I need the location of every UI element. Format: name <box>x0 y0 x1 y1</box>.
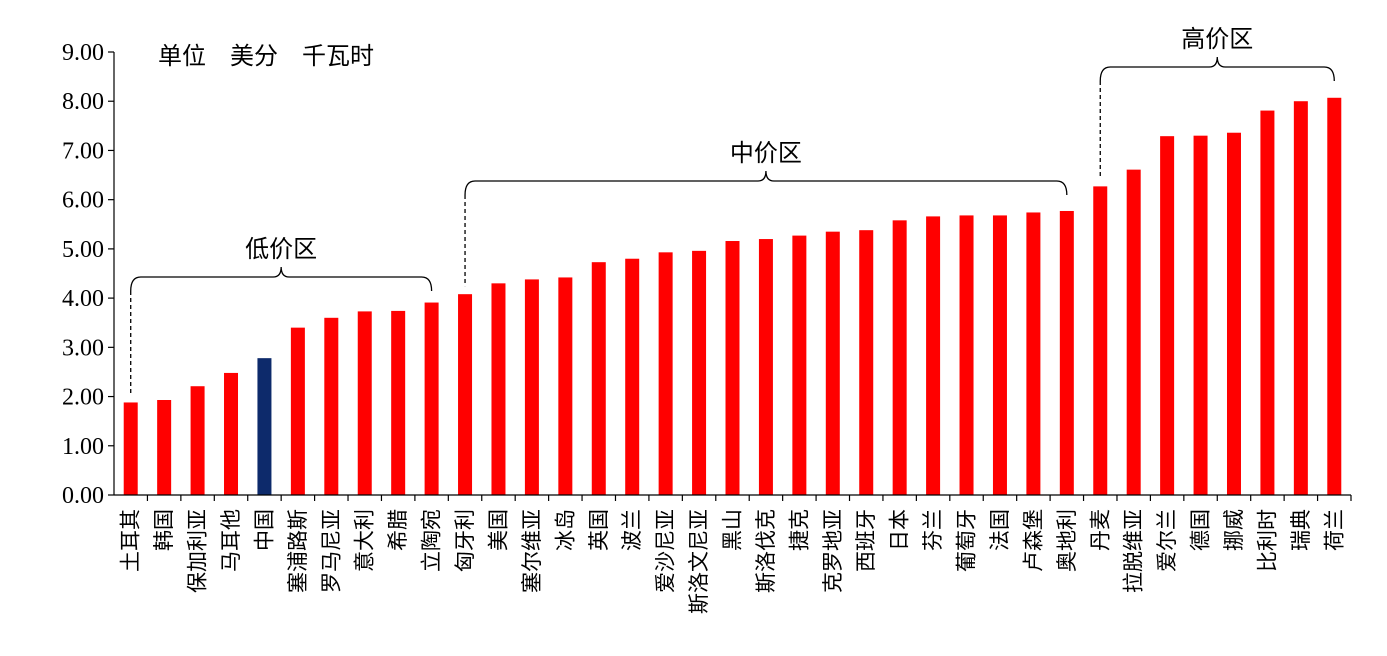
bar <box>758 239 773 495</box>
x-tick-label: 法国 <box>988 509 1012 551</box>
x-tick-label: 希腊 <box>386 509 410 551</box>
y-tick-label: 9.00 <box>62 40 104 66</box>
x-tick-label: 波兰 <box>620 509 644 551</box>
x-tick-label: 黑山 <box>721 509 745 551</box>
bar <box>926 216 941 495</box>
x-tick-label: 瑞典 <box>1289 509 1313 551</box>
x-tick-label: 奥地利 <box>1055 509 1079 572</box>
x-tick-label: 土耳其 <box>119 509 143 572</box>
bar <box>825 231 840 495</box>
bar <box>224 372 239 495</box>
y-tick-label: 5.00 <box>62 237 104 263</box>
bar <box>391 310 406 495</box>
y-tick-label: 1.00 <box>62 434 104 460</box>
x-tick-label: 保加利亚 <box>186 509 210 593</box>
x-tick-label: 塞尔维亚 <box>520 509 544 593</box>
bar <box>658 252 673 495</box>
bar <box>692 250 707 495</box>
bar <box>625 258 640 495</box>
bar <box>424 302 439 495</box>
region-brace <box>464 170 1068 196</box>
bar <box>157 400 172 495</box>
region-label: 中价区 <box>730 139 802 167</box>
y-tick-label: 2.00 <box>62 385 104 411</box>
x-tick-label: 爱尔兰 <box>1155 509 1179 572</box>
bar <box>491 283 506 495</box>
bar <box>1059 210 1074 495</box>
x-tick-label: 中国 <box>252 509 276 551</box>
price-region-annotations: 低价区 中价区 高价区 <box>130 25 1335 395</box>
x-tick-label: 芬兰 <box>921 509 945 551</box>
y-tick-label: 7.00 <box>62 138 104 164</box>
x-tick-label: 拉脱维亚 <box>1122 509 1146 593</box>
x-tick-label: 丹麦 <box>1088 509 1112 551</box>
bar <box>959 215 974 495</box>
y-tick-label: 4.00 <box>62 286 104 312</box>
x-tick-label: 爱沙尼亚 <box>654 509 678 593</box>
bar <box>257 358 272 495</box>
region-label: 低价区 <box>245 235 317 263</box>
x-tick-label: 塞浦路斯 <box>286 509 310 593</box>
x-tick-label: 意大利 <box>353 509 377 572</box>
unit-label: 单位 美分 千瓦时 <box>158 42 374 70</box>
bar <box>123 402 138 495</box>
x-axis-labels: 土耳其 韩国 保加利亚 马耳他 中国 塞浦路斯 罗马尼亚 意大利 希腊 立陶宛 匈牙利 美国 塞尔维亚冰… <box>119 495 1352 614</box>
x-tick-label: 捷克 <box>787 509 811 551</box>
x-tick-label: 立陶宛 <box>420 509 444 572</box>
bar <box>1293 101 1308 495</box>
bar <box>1193 135 1208 495</box>
y-axis-ticks: 0.00 1.00 2.00 3.00 4.00 5.00 6.00 7.00 8.00 9.00 <box>62 40 114 509</box>
bar <box>1126 169 1141 495</box>
x-tick-label: 荷兰 <box>1322 509 1346 551</box>
x-tick-label: 英国 <box>587 509 611 551</box>
x-tick-label: 卢森堡 <box>1021 509 1045 572</box>
x-tick-label: 匈牙利 <box>453 509 477 572</box>
bar <box>1260 110 1275 495</box>
x-tick-label: 马耳他 <box>219 509 243 572</box>
x-tick-label: 西班牙 <box>854 509 878 572</box>
region-brace <box>1099 56 1335 82</box>
y-tick-label: 3.00 <box>62 335 104 361</box>
x-tick-label: 斯洛伐克 <box>754 509 778 593</box>
x-tick-label: 美国 <box>486 509 510 551</box>
bar <box>892 220 907 495</box>
bar <box>190 386 205 495</box>
bar <box>524 279 539 495</box>
bar <box>290 327 305 495</box>
region-label: 高价区 <box>1181 25 1253 53</box>
x-tick-label: 冰岛 <box>553 509 577 551</box>
x-tick-label: 比利时 <box>1255 509 1279 572</box>
bar <box>458 294 473 495</box>
bar <box>1093 186 1108 496</box>
x-tick-label: 斯洛文尼亚 <box>687 509 711 614</box>
bar <box>591 262 606 495</box>
x-tick-label: 罗马尼亚 <box>319 509 343 593</box>
y-tick-label: 8.00 <box>62 89 104 115</box>
bars <box>123 97 1342 496</box>
bar <box>992 215 1007 495</box>
x-tick-label: 挪威 <box>1222 509 1246 551</box>
bar <box>324 317 339 495</box>
region-brace <box>130 266 433 292</box>
x-tick-label: 韩国 <box>152 509 176 551</box>
bar <box>357 311 372 495</box>
bar <box>558 277 573 495</box>
bar <box>1226 132 1241 496</box>
x-tick-label: 德国 <box>1189 509 1213 551</box>
bar <box>1026 212 1041 495</box>
bar <box>792 235 807 496</box>
bar <box>859 230 874 495</box>
bar <box>1160 136 1175 496</box>
x-tick-label: 克罗地亚 <box>821 509 845 593</box>
y-tick-label: 0.00 <box>62 483 104 509</box>
bar <box>725 241 740 495</box>
x-tick-label: 葡萄牙 <box>955 509 979 572</box>
bar <box>1327 97 1342 495</box>
x-tick-label: 日本 <box>888 509 912 551</box>
y-tick-label: 6.00 <box>62 188 104 214</box>
